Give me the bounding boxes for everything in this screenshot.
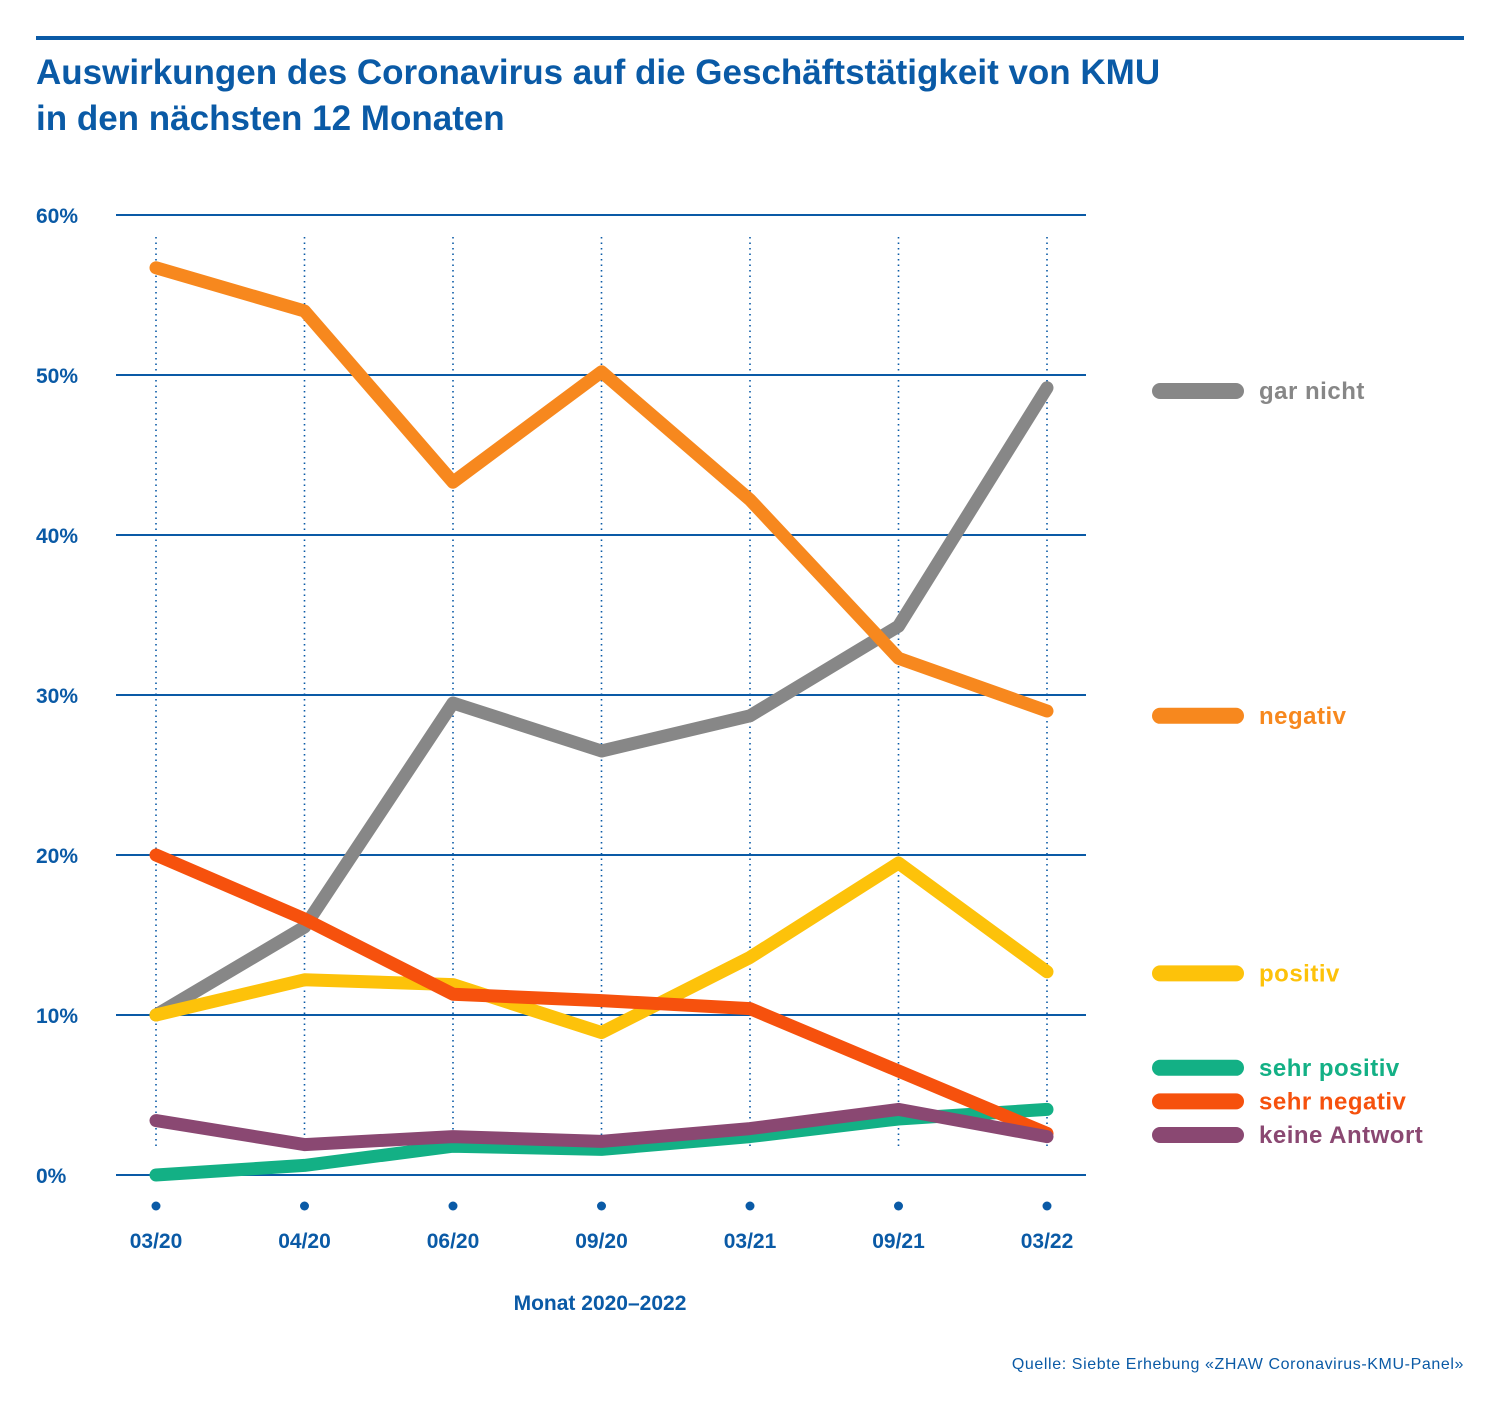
- x-tick-label: 03/21: [724, 1230, 777, 1253]
- x-tick-label: 04/20: [278, 1230, 331, 1253]
- legend-label: negativ: [1259, 703, 1347, 730]
- x-axis-label: Monat 2020–2022: [513, 1292, 687, 1315]
- x-tick-dot: [448, 1201, 458, 1211]
- chart-title-line-1: Auswirkungen des Coronavirus auf die Ges…: [36, 53, 1161, 92]
- x-tick-label: 03/22: [1021, 1230, 1074, 1253]
- x-tick-label: 06/20: [427, 1230, 480, 1253]
- x-tick-dot: [300, 1201, 309, 1211]
- series-line-keine-Antwort: [149, 1102, 1054, 1152]
- chart-title: Auswirkungen des Coronavirus auf die Ges…: [36, 50, 1336, 142]
- y-tick-label: 0%: [36, 1165, 67, 1188]
- x-tick-dot: [745, 1201, 755, 1211]
- series-line-gar-nicht: [149, 381, 1054, 1022]
- source-note: Quelle: Siebte Erhebung «ZHAW Coronaviru…: [1011, 1356, 1464, 1373]
- x-tick-dot: [894, 1201, 903, 1211]
- x-tick-label: 09/21: [872, 1230, 925, 1253]
- x-tick-label: 03/20: [130, 1230, 183, 1253]
- legend-label: keine Antwort: [1259, 1122, 1423, 1149]
- legend-label: positiv: [1259, 960, 1340, 987]
- x-tick-dot: [597, 1201, 606, 1211]
- series-line-negativ: [149, 261, 1054, 718]
- legend-label: sehr positiv: [1259, 1055, 1400, 1082]
- series-line-positiv: [149, 856, 1054, 1040]
- x-tick-dot: [151, 1201, 161, 1211]
- y-tick-label: 50%: [36, 365, 78, 388]
- y-tick-label: 10%: [36, 1005, 78, 1028]
- chart-title-line-2: in den nächsten 12 Monaten: [36, 99, 505, 138]
- legend-label: gar nicht: [1259, 378, 1365, 405]
- series-line-sehr-negativ: [149, 848, 1054, 1140]
- y-tick-label: 60%: [36, 205, 78, 228]
- x-tick-dot: [1042, 1201, 1052, 1211]
- y-tick-label: 20%: [36, 845, 78, 868]
- y-tick-label: 40%: [36, 525, 78, 548]
- x-tick-label: 09/20: [575, 1230, 628, 1253]
- legend-label: sehr negativ: [1259, 1088, 1407, 1115]
- y-tick-label: 30%: [36, 685, 78, 708]
- top-rule: [36, 36, 1464, 40]
- series-line-sehr-positiv: [149, 1102, 1054, 1182]
